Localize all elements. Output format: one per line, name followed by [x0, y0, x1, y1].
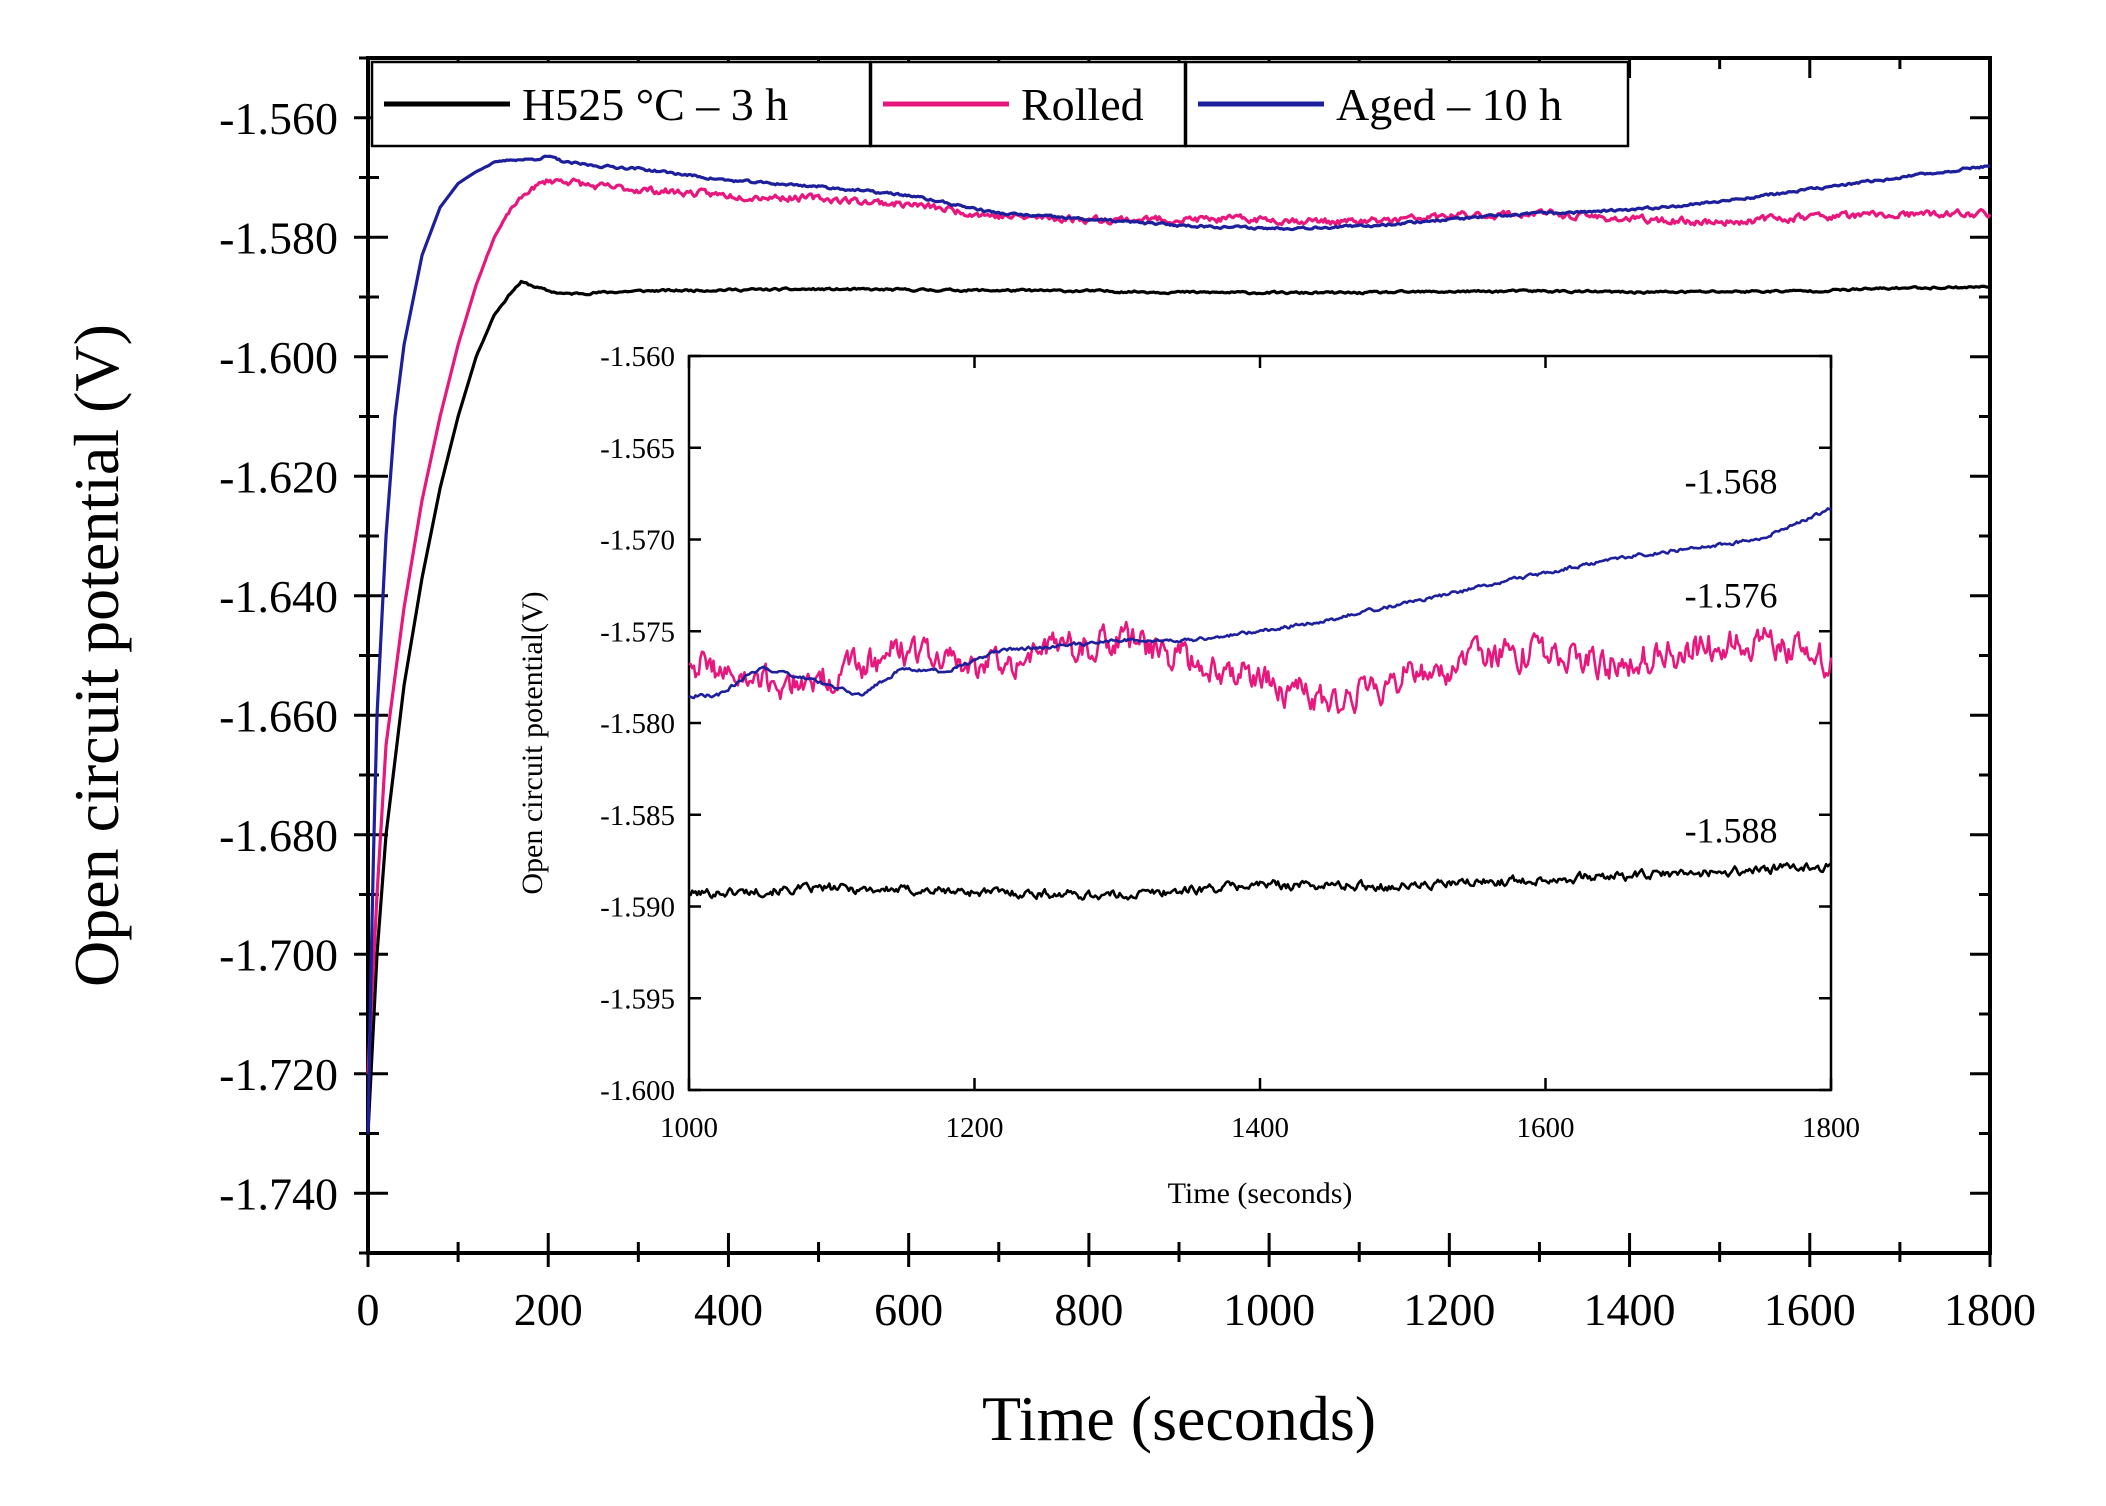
- x-tick-label: 0: [357, 1284, 380, 1335]
- inset-x-tick-label: 1600: [1517, 1112, 1575, 1144]
- y-tick-label: -1.620: [219, 451, 338, 502]
- inset-plot-frame: [687, 354, 1833, 1092]
- y-tick-label: -1.640: [219, 571, 338, 622]
- y-tick-label: -1.600: [219, 332, 338, 383]
- x-axis-title: Time (seconds): [982, 1383, 1376, 1454]
- x-tick-label: 1400: [1584, 1284, 1676, 1335]
- inset-y-tick-label: -1.595: [600, 983, 675, 1015]
- series-line-1: [366, 177, 1992, 1074]
- x-tick-label: 1800: [1944, 1284, 2036, 1335]
- x-tick-label: 800: [1054, 1284, 1123, 1335]
- inset-annotation: -1.576: [1685, 575, 1778, 615]
- y-tick-label: -1.560: [219, 93, 338, 144]
- inset-x-tick-label: 1000: [660, 1112, 718, 1144]
- inset-x-tick-label: 1200: [946, 1112, 1004, 1144]
- inset-y-tick-label: -1.575: [600, 616, 675, 648]
- inset-y-axis-title: Open circuit potential(V): [516, 591, 549, 894]
- inset-annotation: -1.568: [1685, 462, 1778, 502]
- y-tick-label: -1.740: [219, 1168, 338, 1219]
- y-tick-label: -1.680: [219, 810, 338, 861]
- inset-y-tick-label: -1.600: [600, 1075, 675, 1107]
- inset-series-line-2: [688, 507, 1832, 700]
- x-tick-label: 200: [514, 1284, 583, 1335]
- inset-x-tick-label: 1400: [1231, 1112, 1289, 1144]
- x-tick-label: 1000: [1223, 1284, 1315, 1335]
- x-tick-label: 400: [694, 1284, 763, 1335]
- inset-x-axis-title: Time (seconds): [1168, 1177, 1353, 1210]
- series-line-2: [366, 154, 1991, 1134]
- x-tick-label: 600: [874, 1284, 943, 1335]
- inset-y-tick-label: -1.560: [600, 341, 675, 373]
- y-tick-label: -1.660: [219, 690, 338, 741]
- inset-annotation: -1.588: [1685, 810, 1778, 850]
- y-axis-title: Open circuit potential (V): [61, 324, 132, 987]
- main-plot: 0 200 400 600 800 1000 1200 1400 1600 1800 -1.560 -…: [61, 56, 2036, 1454]
- inset-series-line-1: [688, 620, 1833, 715]
- inset-x-tick-label: 1800: [1802, 1112, 1860, 1144]
- y-tick-label: -1.580: [219, 212, 338, 263]
- inset-y-tick-label: -1.590: [600, 892, 675, 924]
- y-tick-label: -1.720: [219, 1049, 338, 1100]
- inset-y-tick-label: -1.570: [600, 525, 675, 557]
- inset-y-tick-label: -1.565: [600, 433, 675, 465]
- legend-label-0: H525 °C – 3 h: [522, 79, 788, 130]
- inset-plot: 1000 1200 1400 1600 1800 -1.560 -1.565 -1.570 -1…: [516, 341, 1860, 1210]
- inset-series-line-0: [688, 862, 1832, 901]
- inset-y-tick-label: -1.580: [600, 708, 675, 740]
- series-line-0: [366, 279, 1991, 1134]
- legend-label-1: Rolled: [1021, 79, 1144, 130]
- y-tick-label: -1.700: [219, 929, 338, 980]
- inset-y-tick-label: -1.585: [600, 800, 675, 832]
- legend-label-2: Aged – 10 h: [1336, 79, 1562, 130]
- x-tick-label: 1600: [1764, 1284, 1856, 1335]
- x-tick-label: 1200: [1403, 1284, 1495, 1335]
